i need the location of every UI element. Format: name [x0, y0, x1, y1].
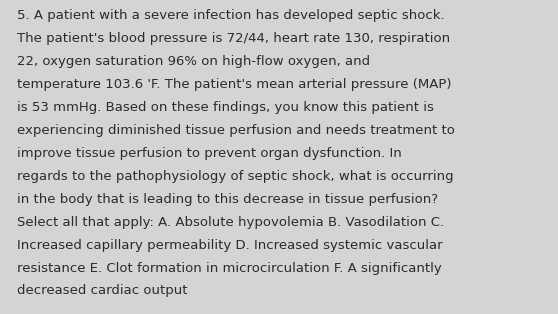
Text: decreased cardiac output: decreased cardiac output [17, 284, 187, 297]
Text: improve tissue perfusion to prevent organ dysfunction. In: improve tissue perfusion to prevent orga… [17, 147, 402, 160]
Text: is 53 mmHg. Based on these findings, you know this patient is: is 53 mmHg. Based on these findings, you… [17, 101, 434, 114]
Text: regards to the pathophysiology of septic shock, what is occurring: regards to the pathophysiology of septic… [17, 170, 453, 183]
Text: 5. A patient with a severe infection has developed septic shock.: 5. A patient with a severe infection has… [17, 9, 444, 22]
Text: Increased capillary permeability D. Increased systemic vascular: Increased capillary permeability D. Incr… [17, 239, 442, 252]
Text: in the body that is leading to this decrease in tissue perfusion?: in the body that is leading to this decr… [17, 193, 438, 206]
Text: Select all that apply: A. Absolute hypovolemia B. Vasodilation C.: Select all that apply: A. Absolute hypov… [17, 216, 444, 229]
Text: 22, oxygen saturation 96% on high-flow oxygen, and: 22, oxygen saturation 96% on high-flow o… [17, 55, 370, 68]
Text: The patient's blood pressure is 72/44, heart rate 130, respiration: The patient's blood pressure is 72/44, h… [17, 32, 450, 45]
Text: temperature 103.6 'F. The patient's mean arterial pressure (MAP): temperature 103.6 'F. The patient's mean… [17, 78, 451, 91]
Text: experiencing diminished tissue perfusion and needs treatment to: experiencing diminished tissue perfusion… [17, 124, 455, 137]
Text: resistance E. Clot formation in microcirculation F. A significantly: resistance E. Clot formation in microcir… [17, 262, 441, 274]
